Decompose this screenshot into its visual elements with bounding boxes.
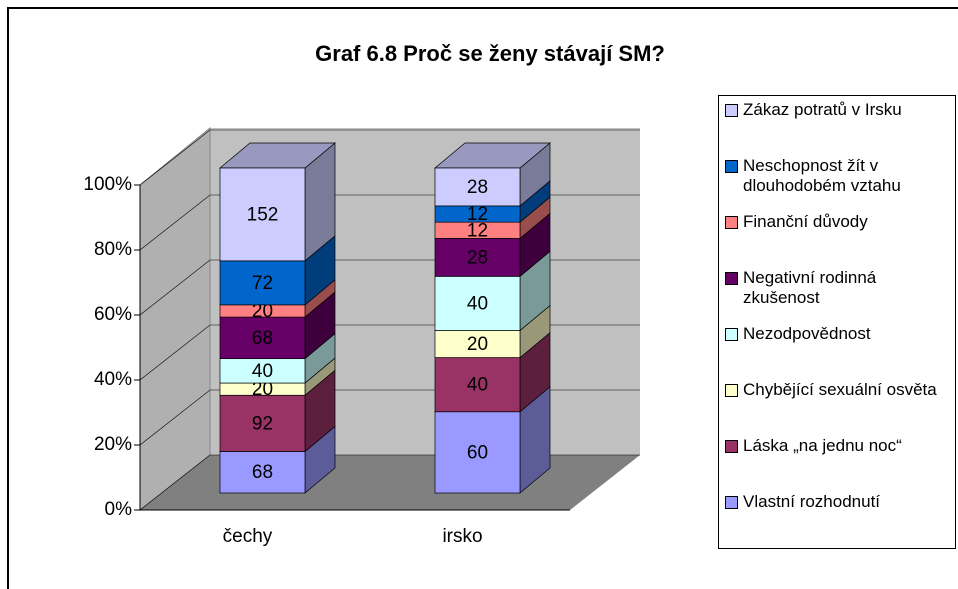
legend-label: Nezodpovědnost <box>743 324 871 343</box>
y-tick-label: 20% <box>94 434 132 455</box>
side-wall <box>139 126 211 512</box>
data-label: 28 <box>467 177 488 198</box>
data-label: 152 <box>247 204 279 225</box>
legend-item: Neschopnost žít v dlouhodobém vztahu <box>725 156 950 212</box>
bar: 20 <box>434 304 551 359</box>
bar-front <box>434 238 521 277</box>
legend-item: Nezodpovědnost <box>725 324 950 380</box>
data-label: 20 <box>252 379 273 400</box>
bar-front <box>219 167 306 262</box>
data-label: 28 <box>467 247 488 268</box>
y-tick-label: 100% <box>83 174 132 195</box>
bar: 152 <box>219 142 336 262</box>
bar: 28 <box>434 212 551 278</box>
legend-swatch <box>725 104 738 117</box>
legend-item: Láska „na jednu noc“ <box>725 436 950 492</box>
data-label: 12 <box>467 220 488 241</box>
legend-label: Zákaz potratů v Irsku <box>743 100 902 119</box>
legend-swatch <box>725 328 738 341</box>
walls <box>140 128 640 510</box>
bar-front <box>434 411 521 494</box>
legend-item: Negativní rodinná zkušenost <box>725 268 950 324</box>
bar-front <box>219 260 306 306</box>
bar-front <box>434 357 521 413</box>
data-label: 60 <box>467 442 488 463</box>
x-tick-label: čechy <box>223 526 273 547</box>
bar: 72 <box>219 235 336 306</box>
data-label: 92 <box>252 413 273 434</box>
y-tick-label: 80% <box>94 239 132 260</box>
bar: 20 <box>219 279 336 322</box>
legend-swatch <box>725 160 738 173</box>
y-tick-label: 40% <box>94 369 132 390</box>
bar: 40 <box>434 331 551 413</box>
bar: 92 <box>219 369 336 453</box>
data-label: 40 <box>252 361 273 382</box>
bar: 28 <box>434 142 551 207</box>
chart-title: Graf 6.8 Proč se ženy stávají SM? <box>315 41 665 66</box>
legend-swatch <box>725 384 738 397</box>
data-label: 40 <box>467 375 488 396</box>
data-label: 20 <box>467 334 488 355</box>
bar: 12 <box>434 196 551 241</box>
data-label: 68 <box>252 328 273 349</box>
legend-swatch <box>725 272 738 285</box>
data-label: 68 <box>252 462 273 483</box>
legend-label: Negativní rodinná zkušenost <box>743 268 877 307</box>
y-tick-label: 60% <box>94 304 132 325</box>
legend-label: Finanční důvody <box>743 212 868 231</box>
grid-line <box>139 129 640 186</box>
legend-swatch <box>725 496 738 509</box>
y-tick-label: 0% <box>105 499 133 520</box>
floor <box>140 455 640 510</box>
bar: 40 <box>434 250 551 332</box>
legend-label: Neschopnost žít v dlouhodobém vztahu <box>743 156 901 195</box>
frame <box>7 7 958 589</box>
data-label: 40 <box>467 293 488 314</box>
bar: 20 <box>219 357 336 400</box>
legend-swatch <box>725 440 738 453</box>
legend-label: Chybějící sexuální osvěta <box>743 380 937 399</box>
bar: 40 <box>219 332 336 384</box>
x-tick-label: irsko <box>442 526 482 547</box>
data-label: 20 <box>252 301 273 322</box>
legend-swatch <box>725 216 738 229</box>
legend: Zákaz potratů v Irsku Neschopnost žít v d… <box>718 95 956 549</box>
bar-front <box>434 167 521 207</box>
data-label: 12 <box>467 204 488 225</box>
data-label: 72 <box>252 273 273 294</box>
legend-item: Zákaz potratů v Irsku <box>725 100 950 156</box>
legend-label: Vlastní rozhodnutí <box>743 492 881 511</box>
legend-item: Chybějící sexuální osvěta <box>725 380 950 436</box>
legend-item: Vlastní rozhodnutí <box>725 492 950 548</box>
bar-front <box>434 275 521 331</box>
legend-label: Láska „na jednu noc“ <box>743 436 902 455</box>
bar: 68 <box>219 291 336 360</box>
legend-item: Finanční důvody <box>725 212 950 268</box>
bar-front <box>219 316 306 359</box>
